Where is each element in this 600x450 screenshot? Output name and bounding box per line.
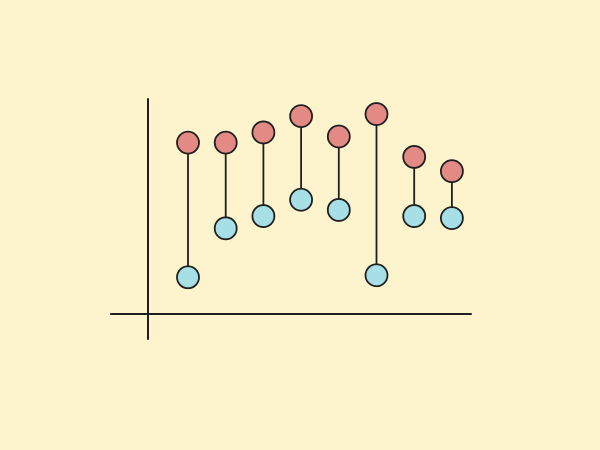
- low-point: [326, 198, 351, 222]
- low-point: [402, 204, 427, 228]
- low-point: [251, 204, 276, 228]
- low-point: [364, 263, 389, 288]
- high-point: [251, 120, 276, 145]
- marks-layer: [176, 102, 464, 290]
- high-point: [402, 145, 427, 169]
- low-point: [213, 216, 238, 241]
- high-point: [439, 159, 464, 184]
- high-point: [289, 104, 314, 129]
- high-point: [213, 130, 238, 155]
- high-point: [176, 130, 200, 155]
- low-point: [439, 206, 464, 231]
- low-point: [289, 187, 314, 212]
- low-point: [176, 265, 200, 290]
- high-point: [364, 102, 389, 126]
- high-point: [326, 124, 351, 149]
